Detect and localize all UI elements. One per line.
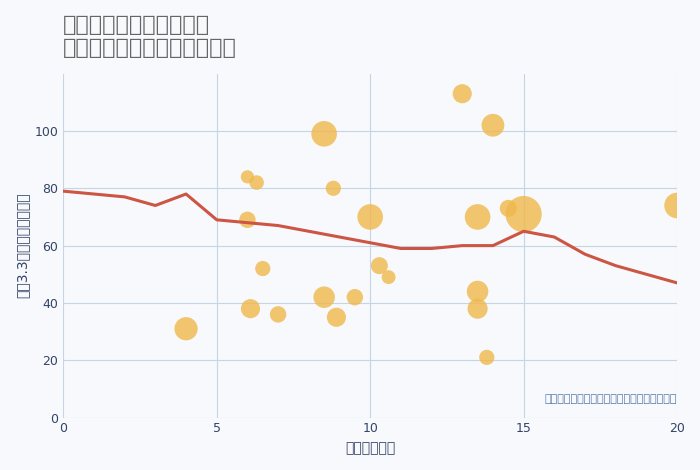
Text: 三重県四日市市山手町の
駅距離別中古マンション価格: 三重県四日市市山手町の 駅距離別中古マンション価格 [63, 15, 237, 58]
Point [365, 213, 376, 221]
Point [251, 179, 262, 186]
Point [456, 90, 468, 97]
Point [241, 216, 253, 224]
Point [181, 325, 192, 332]
Point [472, 288, 483, 295]
Point [349, 293, 360, 301]
Point [241, 173, 253, 180]
Point [331, 313, 342, 321]
X-axis label: 駅距離（分）: 駅距離（分） [345, 441, 396, 455]
Point [383, 274, 394, 281]
Y-axis label: 坪（3.3㎡）単価（万円）: 坪（3.3㎡）単価（万円） [15, 193, 29, 298]
Point [245, 305, 256, 313]
Point [257, 265, 268, 272]
Point [328, 185, 339, 192]
Point [518, 211, 529, 218]
Point [272, 311, 284, 318]
Point [374, 262, 385, 269]
Point [487, 121, 498, 129]
Point [318, 130, 330, 138]
Point [318, 293, 330, 301]
Point [472, 213, 483, 221]
Text: 円の大きさは、取引のあった物件面積を示す: 円の大きさは、取引のあった物件面積を示す [545, 394, 677, 404]
Point [503, 204, 514, 212]
Point [671, 202, 682, 209]
Point [481, 353, 492, 361]
Point [472, 305, 483, 313]
